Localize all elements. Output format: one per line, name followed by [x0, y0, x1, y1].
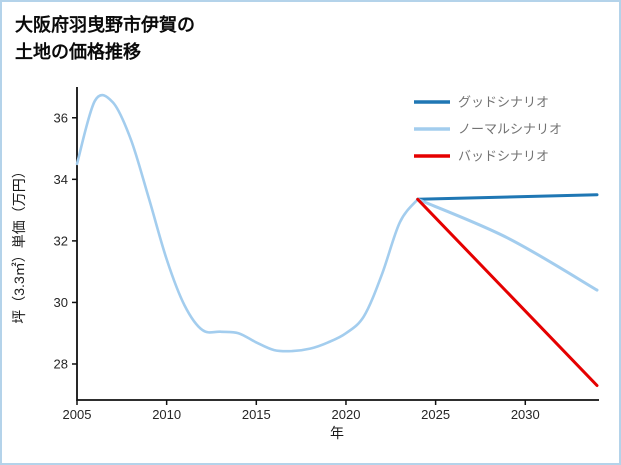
- y-tick-label: 28: [54, 356, 68, 371]
- x-tick-label: 2005: [63, 407, 92, 422]
- y-tick-label: 30: [54, 295, 68, 310]
- x-tick-label: 2030: [511, 407, 540, 422]
- good-scenario-legend-label: グッドシナリオ: [458, 95, 549, 110]
- chart-title: 大阪府羽曳野市伊賀の 土地の価格推移: [15, 12, 195, 66]
- y-tick-label: 36: [54, 110, 68, 125]
- normal-scenario-legend-label: ノーマルシナリオ: [458, 122, 562, 137]
- x-tick-label: 2010: [152, 407, 181, 422]
- y-axis-label: 坪（3.3㎡）単価（万円）: [11, 164, 27, 323]
- chart-title-line2: 土地の価格推移: [15, 42, 141, 62]
- normal-scenario-line: [416, 197, 599, 292]
- axes: 2005 2010 2015 2020 2025 2030 28 30 32 34 36: [54, 87, 599, 422]
- x-tick-label: 2025: [421, 407, 450, 422]
- x-tick-label: 2015: [242, 407, 271, 422]
- bad-scenario-line: [416, 197, 599, 387]
- x-axis-label: 年: [330, 425, 344, 441]
- chart-title-line1: 大阪府羽曳野市伊賀の: [15, 15, 195, 35]
- y-tick-label: 32: [54, 233, 68, 248]
- bad-scenario-legend-label: バッドシナリオ: [458, 149, 549, 164]
- series-lines: [75, 93, 599, 387]
- history-line: [75, 93, 419, 353]
- x-tick-label: 2020: [332, 407, 361, 422]
- y-tick-label: 34: [54, 172, 68, 187]
- good-scenario-line: [416, 193, 599, 201]
